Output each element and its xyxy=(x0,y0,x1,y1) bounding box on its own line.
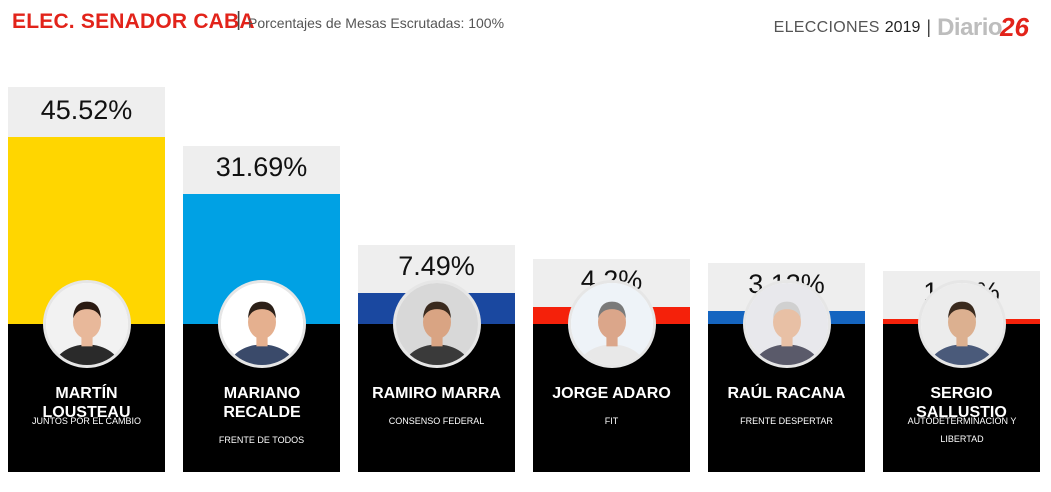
party-name: CONSENSO FEDERAL xyxy=(388,416,485,426)
candidate-name: RAMIRO MARRA xyxy=(372,385,501,402)
party-name: AUTODETERMINACIÓN Y LIBERTAD xyxy=(907,416,1017,444)
candidate-column[interactable]: 31.69% MARIANO RECALDE FRENTE DE TODOS xyxy=(183,0,340,492)
candidate-name: SERGIO SALLUSTIO xyxy=(916,385,1007,421)
candidate-avatar xyxy=(918,280,1006,368)
candidate-column[interactable]: 7.49% RAMIRO MARRA CONSENSO FEDERAL xyxy=(358,0,515,492)
percentage-label: 31.69% xyxy=(215,152,308,182)
logo-word[interactable]: Diario xyxy=(937,13,1003,41)
page-title: ELEC. SENADOR CABA xyxy=(12,10,255,33)
party-name: JUNTOS POR EL CAMBIO xyxy=(31,416,142,426)
percentage-label: 7.49% xyxy=(398,251,475,281)
candidate-avatar xyxy=(43,280,131,368)
candidate-avatar xyxy=(393,280,481,368)
candidate-name: RAÚL RACANA xyxy=(727,385,846,402)
party-name: FRENTE DE TODOS xyxy=(218,435,305,445)
candidate-photo-icon xyxy=(46,283,128,365)
elections-label: ELECCIONES xyxy=(773,18,880,36)
party-name: FIT xyxy=(604,416,619,426)
page-subtitle: Porcentajes de Mesas Escrutadas: 100% xyxy=(248,15,505,31)
candidate-name: MARTÍN LOUSTEAU xyxy=(42,385,131,421)
percentage-label: 45.52% xyxy=(40,95,133,125)
title-separator: | xyxy=(236,9,242,31)
candidate-photo-icon xyxy=(221,283,303,365)
logo-number[interactable]: 26 xyxy=(1000,12,1029,42)
brand-area: ELECCIONES 2019 | Diario 26 xyxy=(774,12,1029,43)
party-name: FRENTE DESPERTAR xyxy=(740,416,833,426)
candidate-avatar xyxy=(568,280,656,368)
candidate-photo-icon xyxy=(396,283,478,365)
elections-year: 2019 xyxy=(884,18,921,36)
candidate-column[interactable]: 45.52% MARTÍN LOUSTEAU JUNTOS POR EL CAMBI… xyxy=(8,0,165,492)
brand-separator: | xyxy=(926,17,932,37)
candidate-avatar xyxy=(218,280,306,368)
candidate-name: JORGE ADARO xyxy=(552,385,671,402)
candidate-photo-icon xyxy=(921,283,1003,365)
candidate-avatar xyxy=(743,280,831,368)
header: ELEC. SENADOR CABA | Porcentajes de Mesa… xyxy=(0,0,1051,50)
candidate-photo-icon xyxy=(571,283,653,365)
candidate-name: MARIANO RECALDE xyxy=(223,385,301,421)
candidate-photo-icon xyxy=(746,283,828,365)
